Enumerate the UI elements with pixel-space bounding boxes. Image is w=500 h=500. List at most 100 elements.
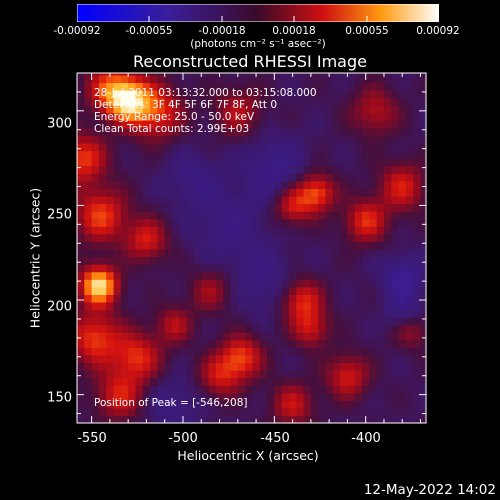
heatmap-cell — [252, 407, 261, 417]
heatmap-cell — [106, 97, 115, 106]
heatmap-cell — [398, 407, 407, 417]
heatmap-cell — [245, 218, 254, 227]
heatmap-cell — [223, 211, 232, 220]
heatmap-cell — [405, 271, 414, 280]
heatmap-cell — [237, 407, 246, 417]
heatmap-cell — [281, 309, 290, 318]
heatmap-cell — [347, 165, 356, 174]
heatmap-cell — [172, 188, 180, 197]
heatmap-cell — [150, 195, 158, 205]
heatmap-cell — [340, 339, 349, 348]
heatmap-cell — [420, 127, 427, 137]
heatmap-cell — [274, 150, 283, 159]
heatmap-cell — [245, 347, 254, 356]
heatmap-cell — [318, 143, 327, 152]
heatmap-cell — [201, 74, 210, 84]
heatmap-cell — [296, 339, 305, 348]
heatmap-cell — [98, 180, 107, 190]
heatmap-cell — [237, 158, 246, 167]
heatmap-cell — [135, 317, 144, 326]
heatmap-cell — [259, 271, 268, 280]
heatmap-cell — [230, 400, 239, 409]
heatmap-cell — [113, 241, 122, 250]
heatmap-cell — [398, 301, 407, 311]
heatmap-cell — [398, 286, 407, 295]
heatmap-cell — [383, 286, 392, 295]
heatmap-cell — [172, 180, 180, 190]
heatmap-cell — [354, 90, 363, 99]
heatmap-cell — [391, 415, 400, 424]
heatmap-cell — [193, 407, 202, 417]
heatmap-cell — [252, 301, 261, 311]
heatmap-cell — [376, 143, 385, 152]
heatmap-cell — [303, 218, 312, 227]
heatmap-cell — [142, 354, 151, 364]
heatmap-cell — [179, 332, 188, 341]
heatmap-cell — [230, 301, 239, 311]
heatmap-cell — [267, 392, 275, 401]
heatmap-cell — [245, 400, 254, 409]
heatmap-cell — [135, 226, 144, 235]
heatmap-cell — [376, 301, 385, 311]
colorbar-tick-label: -0.00018 — [198, 25, 246, 37]
heatmap-cell — [120, 354, 129, 364]
heatmap-cell — [362, 324, 370, 333]
heatmap-cell — [113, 362, 122, 371]
heatmap-cell — [201, 354, 210, 364]
heatmap-cell — [267, 339, 275, 348]
heatmap-cell — [142, 211, 151, 220]
heatmap-cell — [310, 256, 319, 265]
heatmap-cell — [142, 143, 151, 152]
heatmap-cell — [267, 158, 275, 167]
heatmap-cell — [193, 97, 202, 106]
heatmap-cell — [391, 112, 400, 121]
heatmap-cell — [128, 317, 137, 326]
heatmap-cell — [259, 332, 268, 341]
heatmap-cell — [362, 309, 370, 318]
heatmap-cell — [208, 135, 217, 144]
heatmap-cell — [208, 339, 217, 348]
heatmap-cell — [420, 211, 427, 220]
heatmap-cell — [391, 301, 400, 311]
heatmap-cell — [391, 158, 400, 167]
heatmap-cell — [157, 407, 166, 417]
heatmap-cell — [362, 392, 370, 401]
heatmap-cell — [413, 271, 422, 280]
heatmap-cell — [172, 301, 180, 311]
heatmap-cell — [179, 317, 188, 326]
heatmap-cell — [91, 407, 100, 417]
heatmap-cell — [318, 309, 327, 318]
heatmap-cell — [318, 73, 327, 76]
heatmap-cell — [150, 173, 158, 182]
heatmap-cell — [303, 158, 312, 167]
heatmap-cell — [281, 301, 290, 311]
heatmap-cell — [157, 218, 166, 227]
heatmap-cell — [128, 180, 137, 190]
heatmap-cell — [201, 324, 210, 333]
heatmap-cell — [98, 407, 107, 417]
heatmap-cell — [215, 392, 224, 401]
heatmap-cell — [208, 73, 217, 76]
heatmap-cell — [164, 180, 173, 190]
heatmap-cell — [98, 279, 107, 288]
heatmap-cell — [113, 105, 122, 114]
heatmap-cell — [172, 309, 180, 318]
heatmap-cell — [369, 324, 378, 333]
heatmap-cell — [252, 279, 261, 288]
heatmap-cell — [164, 105, 173, 114]
heatmap-cell — [201, 188, 210, 197]
heatmap-cell — [120, 82, 129, 91]
heatmap-cell — [267, 195, 275, 205]
heatmap-cell — [215, 264, 224, 273]
heatmap-cell — [318, 256, 327, 265]
heatmap-cell — [281, 241, 290, 250]
heatmap-cell — [274, 211, 283, 220]
heatmap-cell — [186, 309, 195, 318]
heatmap-cell — [340, 264, 349, 273]
heatmap-cell — [376, 248, 385, 258]
heatmap-cell — [230, 226, 239, 235]
heatmap-cell — [296, 180, 305, 190]
heatmap-cell — [296, 392, 305, 401]
heatmap-cell — [259, 195, 268, 205]
heatmap-cell — [208, 294, 217, 303]
